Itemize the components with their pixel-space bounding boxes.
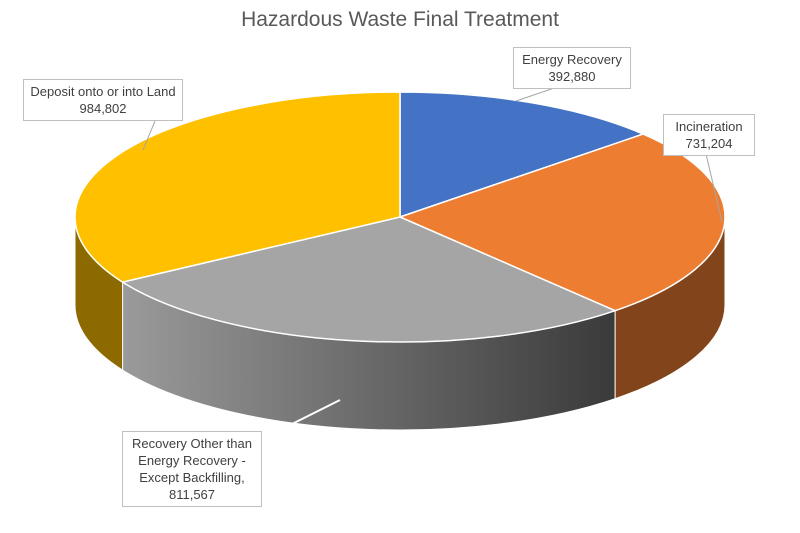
slice-value: 731,204 <box>685 136 733 151</box>
data-label-deposit-land: Deposit onto or into Land 984,802 <box>23 79 183 121</box>
leader-line-incineration <box>705 153 723 223</box>
slice-label: Energy Recovery <box>522 52 622 67</box>
slice-label-line: Except Backfilling, <box>139 470 245 485</box>
pie-slice-energy-recovery <box>399 91 646 219</box>
slice-label-line: Energy Recovery - <box>138 453 246 468</box>
data-label-energy-recovery: Energy Recovery 392,880 <box>513 47 631 89</box>
slice-label: Deposit onto or into Land <box>30 84 176 99</box>
chart-title: Hazardous Waste Final Treatment <box>241 8 559 31</box>
pie-slice-recovery-other <box>120 216 618 343</box>
data-label-incineration: Incineration 731,204 <box>663 114 755 156</box>
slice-value: 811,567 <box>168 487 216 502</box>
pie-sides <box>74 216 726 431</box>
slice-label: Incineration <box>675 119 743 134</box>
slice-value: 392,880 <box>548 69 596 84</box>
slice-label-line: Recovery Other than <box>132 436 252 451</box>
leader-line-deposit-land <box>142 120 156 151</box>
pie-slice-deposit-land <box>74 91 401 283</box>
data-label-recovery-other: Recovery Other than Energy Recovery - Ex… <box>122 431 262 507</box>
slice-value: 984,802 <box>79 101 127 116</box>
pie-tops <box>74 91 726 343</box>
